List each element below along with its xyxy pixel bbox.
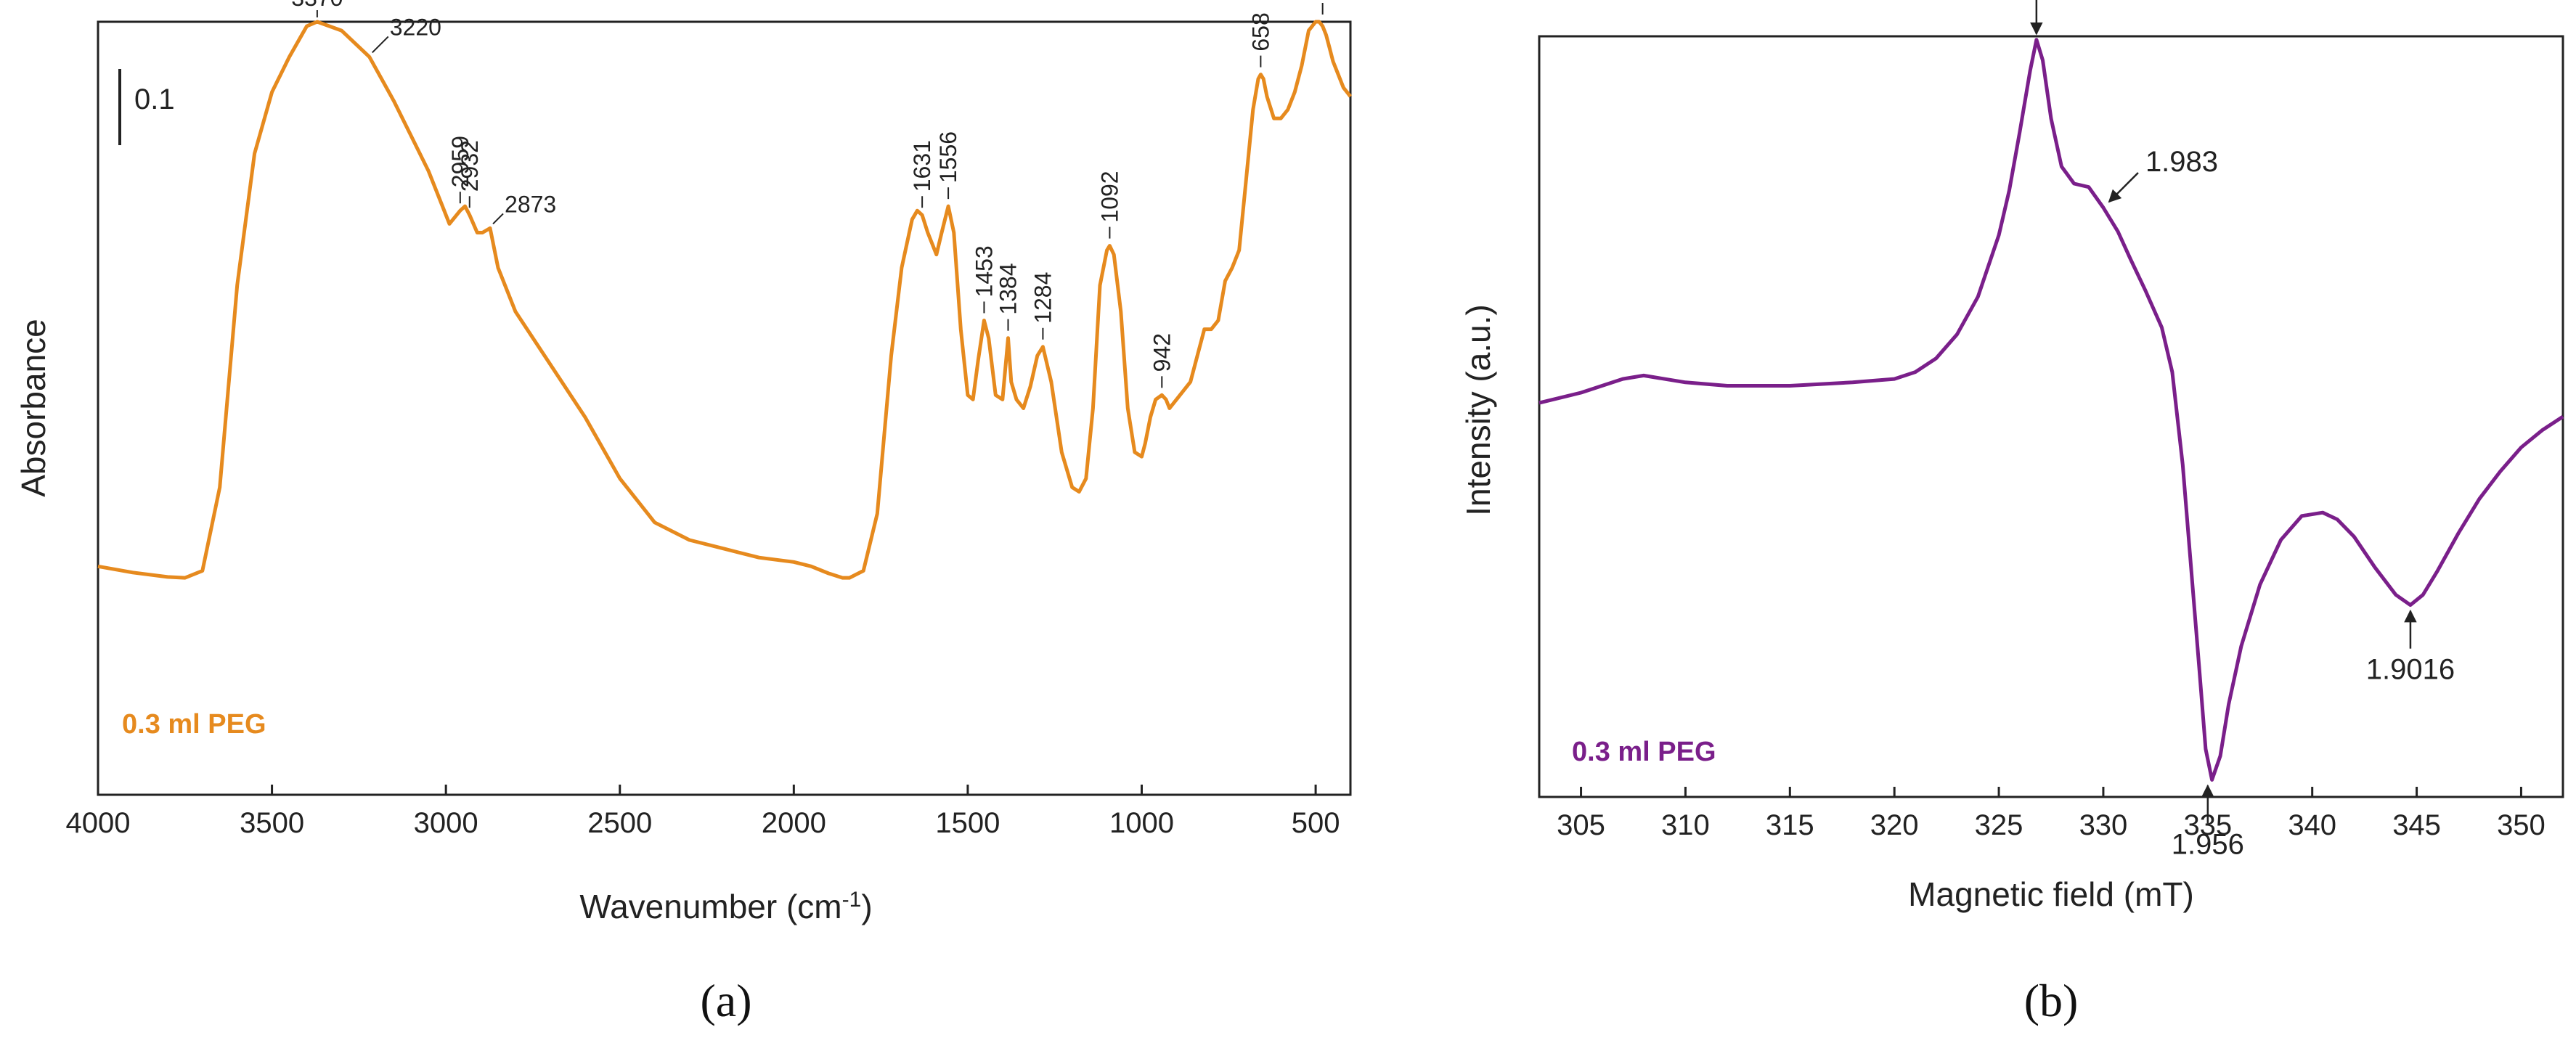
peak-label: 1284 — [1030, 272, 1056, 324]
peak-marker — [492, 213, 504, 225]
x-tick-label: 325 — [1975, 809, 2023, 841]
g-value-annotation: 1.9016 — [2366, 609, 2455, 686]
peak-annotation: 1631 — [909, 140, 935, 208]
g-value-annotation: 2.00495 — [2030, 0, 2043, 36]
panel-b-label: (b) — [2024, 975, 2079, 1026]
x-tick-label: 3500 — [240, 807, 304, 839]
peak-annotation: 2932 — [457, 140, 483, 208]
peak-label: 942 — [1149, 333, 1175, 372]
epr-x-ticks: 305 310 315 320 325 330 335 340 345 350 — [1557, 787, 2546, 841]
x-tick-label: 4000 — [66, 807, 131, 839]
ftir-panel: 4000 3500 3000 2500 2000 1500 1000 500 3370 3220… — [15, 0, 1352, 1026]
g-value-annotation: 1.983 — [2108, 146, 2218, 203]
ftir-plot-frame — [97, 20, 1352, 796]
peak-label: 658 — [1247, 12, 1273, 51]
peak-annotation: 3370 — [291, 0, 343, 17]
peak-annotation: 1384 — [995, 263, 1022, 331]
g-value-annotation: 1.956 — [2172, 784, 2244, 860]
x-tick-label: 310 — [1661, 809, 1710, 841]
epr-g-value-annotations: 2.00495 1.983 1.956 1.9016 — [2030, 0, 2455, 860]
g-value-label: 1.956 — [2172, 828, 2244, 860]
x-tick-label: 340 — [2288, 809, 2336, 841]
peak-label: 2873 — [505, 191, 556, 217]
peak-annotation: 658 — [1247, 12, 1273, 68]
ftir-x-ticks: 4000 3500 3000 2500 2000 1500 1000 500 — [66, 785, 1340, 839]
peak-annotation: 480 — [1321, 3, 1324, 15]
g-value-label: 1.9016 — [2366, 654, 2455, 686]
peak-label: 1384 — [995, 263, 1022, 314]
peak-annotation: 3220 — [372, 14, 441, 54]
epr-x-axis-title: Magnetic field (mT) — [1908, 875, 2194, 913]
peak-annotation: 942 — [1149, 333, 1175, 388]
x-tick-label: 1500 — [935, 807, 1000, 839]
peak-annotation: 1453 — [971, 245, 997, 314]
peak-annotation: 2873 — [492, 191, 556, 225]
annotation-arrow — [2108, 172, 2139, 203]
x-tick-label: 2000 — [762, 807, 826, 839]
x-tick-label: 345 — [2392, 809, 2441, 841]
panel-a-label: (a) — [700, 975, 751, 1026]
peak-label: 1092 — [1096, 171, 1122, 222]
x-tick-label: 320 — [1870, 809, 1919, 841]
peak-label: 1556 — [935, 131, 961, 183]
epr-series-line — [1538, 38, 2564, 782]
peak-annotation: 1556 — [935, 131, 961, 200]
peak-annotation: 1284 — [1030, 272, 1056, 340]
peak-label: 3220 — [390, 14, 441, 40]
ftir-y-axis-title: Absorbance — [15, 319, 52, 497]
ftir-series-line — [97, 20, 1352, 580]
scale-bar-label: 0.1 — [134, 83, 175, 115]
x-tick-label: 330 — [2079, 809, 2128, 841]
peak-label: 3370 — [291, 0, 343, 11]
x-tick-label: 305 — [1557, 809, 1605, 841]
ftir-x-axis-title: Wavenumber (cm-1) — [579, 888, 872, 926]
x-tick-label: 3000 — [414, 807, 478, 839]
peak-annotation: 1092 — [1096, 171, 1122, 239]
x-tick-label: 2500 — [587, 807, 652, 839]
peak-annotation: 2959 — [447, 136, 473, 204]
peak-label: 1631 — [909, 140, 935, 192]
peak-label: 1453 — [971, 245, 997, 297]
peak-label: 2959 — [447, 136, 473, 187]
epr-sample-label: 0.3 ml PEG — [1572, 737, 1716, 767]
x-tick-label: 500 — [1292, 807, 1340, 839]
epr-y-axis-title: Intensity (a.u.) — [1459, 304, 1497, 515]
x-tick-label: 315 — [1766, 809, 1814, 841]
g-value-label: 1.983 — [2145, 146, 2218, 178]
x-tick-label: 350 — [2497, 809, 2546, 841]
peak-marker — [372, 36, 389, 54]
peak-label: 2932 — [457, 140, 483, 192]
ftir-sample-label: 0.3 ml PEG — [122, 709, 266, 740]
x-tick-label: 1000 — [1109, 807, 1174, 839]
